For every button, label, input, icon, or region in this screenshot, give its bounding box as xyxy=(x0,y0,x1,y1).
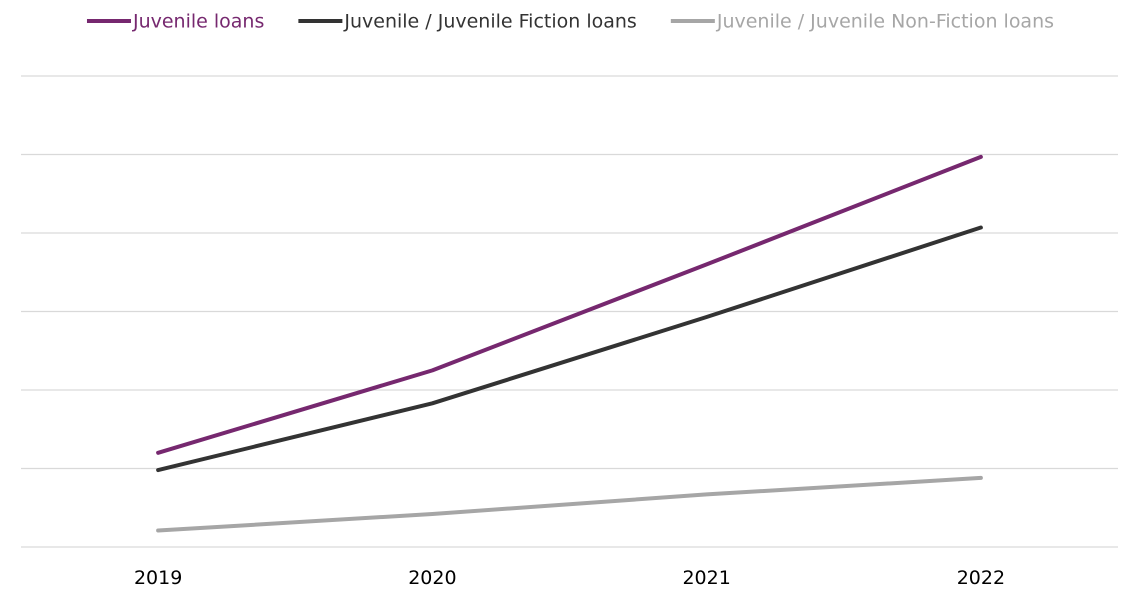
x-tick-label: 2020 xyxy=(408,567,456,589)
legend: Juvenile loans Juvenile / Juvenile Fictio… xyxy=(86,11,1054,33)
x-tick-label: 2019 xyxy=(134,567,182,589)
gridlines xyxy=(21,75,1118,548)
x-axis-ticks: 2019 2020 2021 2022 xyxy=(134,567,1005,589)
series-line-2 xyxy=(156,225,983,473)
x-tick-label: 2022 xyxy=(957,567,1005,589)
series-lines xyxy=(156,154,983,533)
legend-label: Juvenile / Juvenile Fiction loans xyxy=(343,11,636,33)
legend-label: Juvenile loans xyxy=(132,11,264,33)
x-tick-label: 2021 xyxy=(682,567,730,589)
legend-item: Juvenile / Juvenile Non-Fiction loans xyxy=(670,11,1054,33)
legend-item: Juvenile loans xyxy=(86,11,264,33)
series-line-3 xyxy=(156,475,983,533)
legend-item: Juvenile / Juvenile Fiction loans xyxy=(298,11,637,33)
series-line-1 xyxy=(156,154,983,455)
legend-label: Juvenile / Juvenile Non-Fiction loans xyxy=(716,11,1054,33)
